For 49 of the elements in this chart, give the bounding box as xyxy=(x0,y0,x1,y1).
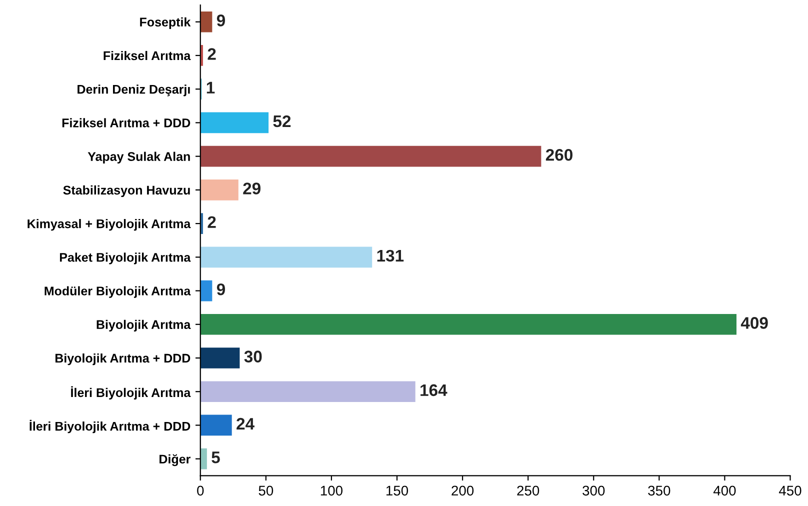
y-tick-label: Diğer xyxy=(160,454,190,466)
x-tick-label: 400 xyxy=(713,486,736,496)
y-tick-label: Fiziksel Arıtma + DDD xyxy=(62,118,190,128)
x-tick-label: 100 xyxy=(320,486,343,496)
y-tick-label: Biyolojik Arıtma xyxy=(96,320,191,332)
bar xyxy=(200,381,416,402)
y-tick-label: İleri Biyolojik Arıtma xyxy=(71,386,191,400)
data-label: 409 xyxy=(740,317,768,329)
bar xyxy=(200,112,269,134)
x-tick-label: 0 xyxy=(197,486,204,496)
data-label: 2 xyxy=(208,216,216,228)
data-label: 5 xyxy=(212,452,220,464)
y-tick-label: Stabilizasyon Havuzu xyxy=(63,185,190,198)
bar xyxy=(200,414,232,436)
x-tick-label: 300 xyxy=(582,486,605,496)
data-label: 260 xyxy=(546,148,572,161)
y-tick-label: Fiziksel Arıtma xyxy=(104,50,191,60)
bar xyxy=(200,246,372,268)
x-tick-label: 150 xyxy=(386,486,408,496)
y-tick-label: Kimyasal + Biyolojik Arıtma xyxy=(28,219,191,231)
y-tick-label: Paket Biyolojik Arıtma xyxy=(60,252,191,264)
data-label: 131 xyxy=(377,250,404,262)
data-label: 52 xyxy=(273,115,291,128)
data-label: 9 xyxy=(216,14,225,26)
y-tick-label: Modüler Biyolojik Arıtma xyxy=(44,286,191,298)
data-label: 24 xyxy=(236,418,254,430)
y-tick-label: Foseptik xyxy=(140,17,191,29)
data-label: 29 xyxy=(243,182,260,194)
bar xyxy=(200,180,238,200)
data-label: 1 xyxy=(206,82,215,94)
bar xyxy=(200,146,542,167)
x-tick-label: 350 xyxy=(648,486,670,496)
data-label: 9 xyxy=(216,283,225,296)
y-tick-label: Biyolojik Arıtma + DDD xyxy=(55,353,190,366)
data-label: 2 xyxy=(208,48,216,60)
data-label: 164 xyxy=(420,384,448,396)
y-tick-label: Yapay Sulak Alan xyxy=(88,152,190,164)
x-tick-label: 450 xyxy=(778,486,802,496)
y-tick-label: Derin Deniz Deşarjı xyxy=(78,84,190,96)
x-tick-label: 200 xyxy=(452,486,474,496)
data-label: 30 xyxy=(244,350,262,362)
bar xyxy=(200,348,240,368)
bar xyxy=(200,11,212,32)
bar xyxy=(200,280,212,302)
bar xyxy=(200,448,207,470)
x-tick-label: 250 xyxy=(517,486,540,496)
bar xyxy=(200,314,736,335)
x-tick-label: 50 xyxy=(258,486,274,496)
y-tick-label: İleri Biyolojik Arıtma + DDD xyxy=(30,420,190,434)
